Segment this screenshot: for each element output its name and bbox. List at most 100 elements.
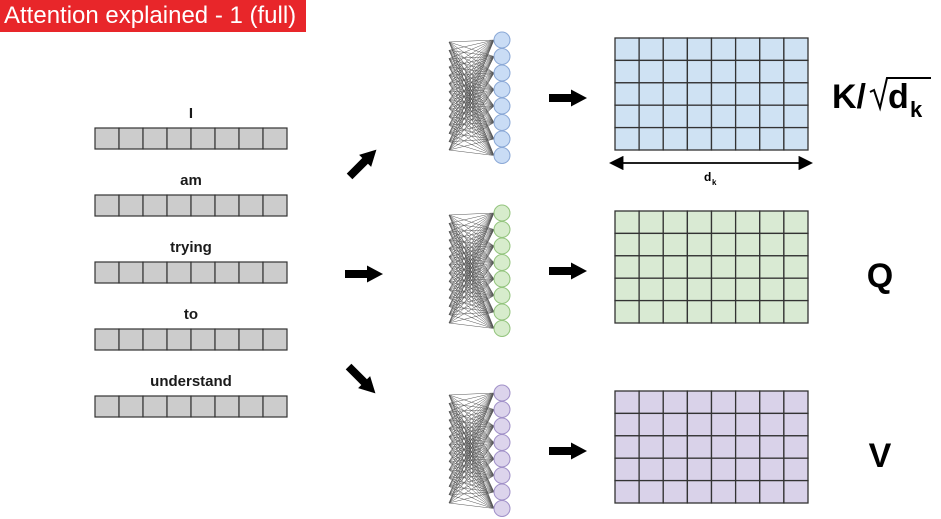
matrix-cell [710,59,737,84]
neuron [493,303,511,321]
diagram-title: Attention explained - 1 (full) [0,0,307,32]
matrix-cell [638,412,664,437]
matrix-cell [614,210,640,235]
embedding-cell [262,395,288,418]
word-embedding-1: am [94,172,288,217]
matrix-cell [662,457,689,482]
matrix-cell [614,232,640,257]
connection [448,278,495,315]
matrix-cell [686,232,713,257]
matrix-cell [638,126,664,151]
matrix-cell [662,255,689,279]
embedding-cell [190,261,216,284]
dimension-label: d [704,170,711,184]
matrix-cell [614,126,640,151]
matrix-cell [710,277,737,302]
embedding-cell [142,395,168,418]
connection [448,494,495,509]
matrix-cell [662,37,689,62]
branches: K/d kQV [448,31,931,517]
matrix-cell [783,412,809,437]
dimension-subscript: k [712,178,717,187]
matrix-cell [614,255,640,279]
matrix-cell [614,299,640,324]
embedding-cell [118,395,144,418]
matrix-cell [686,390,713,415]
connection [448,39,495,101]
matrix-cell [783,104,809,129]
connection [448,491,495,504]
connection [448,212,495,282]
word-label: understand [150,373,232,390]
matrix-cell [638,210,664,235]
matrix-cell [783,59,809,84]
connection [448,212,495,266]
matrix-cell [614,479,640,504]
connection [448,245,495,324]
matrix-cell [638,232,664,257]
embedding-cell [142,194,168,217]
matrix-cell [734,232,761,257]
matrix-cell [686,479,713,504]
matrix-cell [638,59,664,84]
connection [448,39,495,142]
matrix-cell [734,299,761,324]
label-d: d [888,78,909,116]
matrix-cell [710,412,737,437]
matrix-cell [734,59,761,84]
matrix-cell [638,255,664,279]
matrix-cell [686,299,713,324]
matrix-cell [638,435,664,459]
matrix-cell [638,277,664,302]
matrix-cell [759,126,785,151]
connection [448,212,495,232]
matrix-cell [614,277,640,302]
embedding-cell [94,261,120,284]
neuron [493,500,511,517]
connection [448,105,495,142]
matrix-cell [614,435,640,459]
connection [448,245,495,315]
matrix-cell [614,59,640,84]
arrow-to-q [345,265,383,283]
neuron [493,483,511,501]
neuron [493,221,511,238]
connection [448,392,495,462]
neuron [493,320,511,337]
matrix-cell [638,82,664,106]
embedding-cell [190,328,216,351]
connection [448,212,495,224]
connection [448,39,495,51]
connection [448,392,495,421]
connection [448,105,495,151]
connection [448,72,495,151]
connection [448,212,495,299]
connection [448,392,495,487]
matrix-cell [710,299,737,324]
matrix-cell [686,37,713,62]
matrix-cell [734,255,761,279]
connection [448,425,495,495]
matrix-cell [759,299,785,324]
matrix-cell [662,390,689,415]
matrix-cell [638,457,664,482]
matrix-cell [710,457,737,482]
connection [448,262,495,315]
embedding-cell [118,261,144,284]
embedding-cell [262,127,288,150]
matrix-cell [734,104,761,129]
matrix-cell [614,104,640,129]
connection [448,212,495,241]
embedding-cell [190,127,216,150]
connection [448,392,495,437]
neuron [493,384,511,402]
embedding-cell [214,194,240,217]
matrix-cell [686,457,713,482]
embedding-cell [190,395,216,418]
matrix-cell [783,299,809,324]
connection [448,39,495,134]
connection [448,322,495,329]
connection [448,212,495,290]
neuron [493,401,511,418]
